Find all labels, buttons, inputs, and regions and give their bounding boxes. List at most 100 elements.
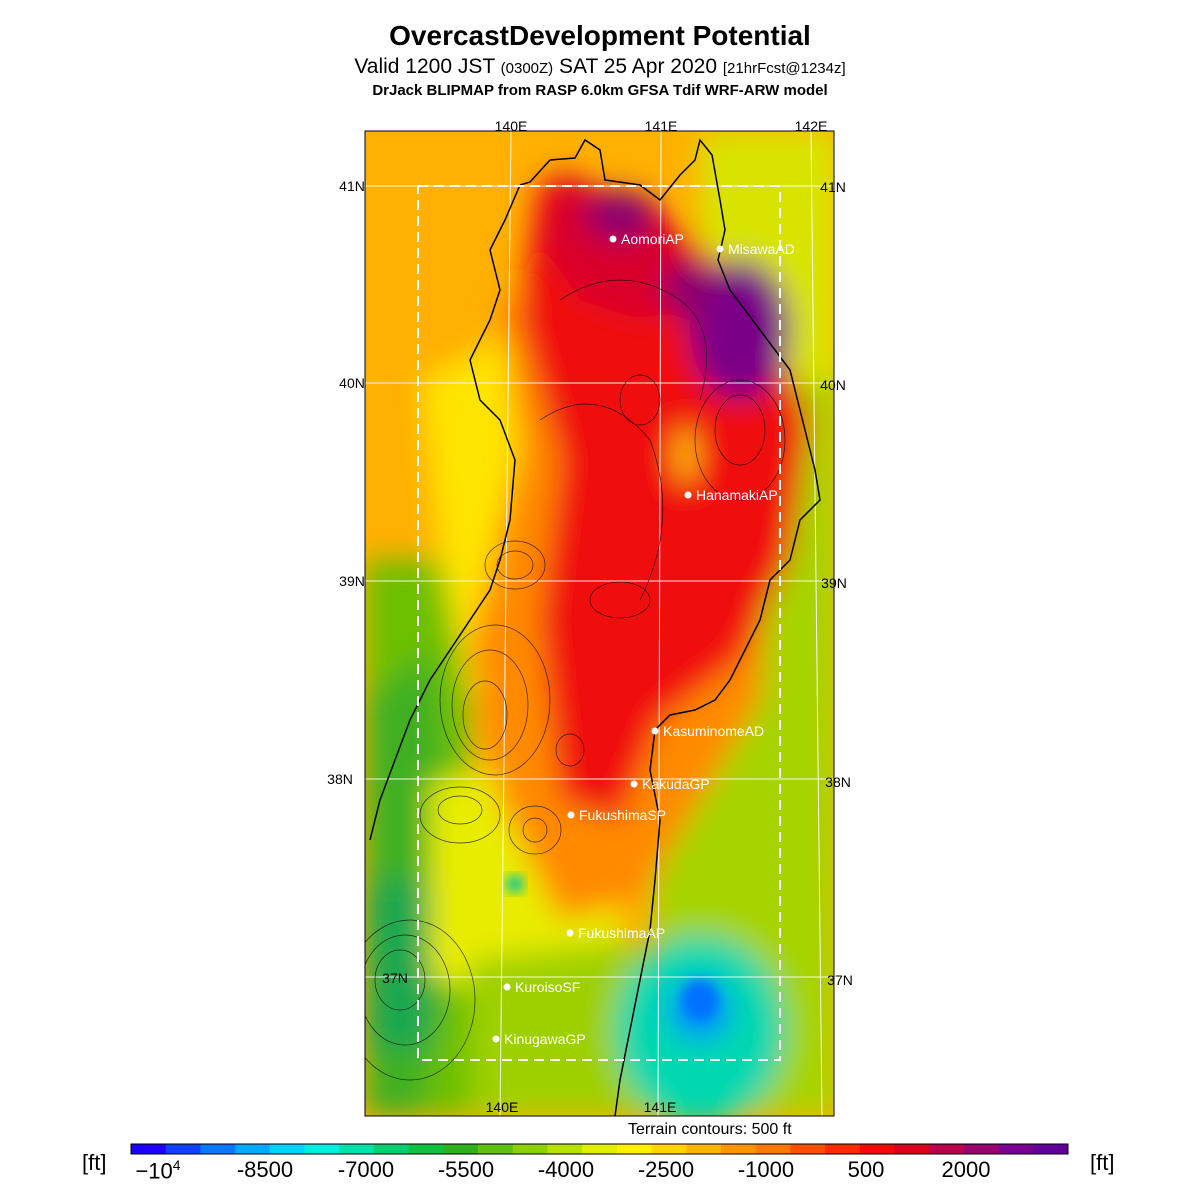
colorbar-swatch	[269, 1144, 306, 1154]
colorbar-swatch	[686, 1144, 722, 1154]
colorbar-tick-label: 500	[847, 1157, 885, 1182]
colorbar-swatch	[894, 1144, 930, 1154]
station-hanamaki: HanamakiAP	[684, 487, 778, 503]
colorbar-swatch	[616, 1144, 653, 1154]
lat-label: 40N	[820, 377, 846, 393]
colorbar-swatch	[547, 1144, 583, 1154]
station-label: KuroisoSF	[515, 979, 580, 995]
station-label: KasuminomeAD	[663, 723, 764, 739]
valid-zulu: (0300Z)	[500, 60, 554, 77]
chart-title: OvercastDevelopment Potential	[389, 20, 811, 51]
colorbar-tick-label: -4000	[537, 1157, 595, 1182]
lon-label: 142E	[795, 118, 828, 134]
colorbar-swatch	[373, 1144, 410, 1154]
station-label: FukushimaAP	[578, 925, 665, 941]
coastline	[369, 138, 821, 1116]
terrain-contours-note: Terrain contours: 500 ft	[628, 1121, 792, 1138]
colorbar-swatch	[998, 1144, 1034, 1154]
colorbar-swatch	[512, 1144, 548, 1154]
colorbar-tick-label: -1000	[737, 1157, 795, 1182]
colorbar-swatch	[339, 1144, 375, 1154]
colorbar-swatch	[131, 1144, 167, 1154]
colorbar-swatch	[165, 1144, 201, 1154]
station-label: KinugawaGP	[504, 1031, 586, 1047]
exponent: 4	[172, 1157, 181, 1173]
station-kinugawa: KinugawaGP	[492, 1031, 586, 1047]
lon-label: 140E	[495, 118, 528, 134]
colorbar-swatch	[963, 1144, 1000, 1154]
lat-label: 38N	[825, 774, 851, 790]
station-marker	[716, 245, 724, 253]
station-fukushima-ap: FukushimaAP	[566, 925, 665, 941]
lat-label: 40N	[339, 375, 365, 391]
station-label: MisawaAD	[728, 241, 795, 257]
lon-label: 140E	[486, 1099, 519, 1115]
colorbar-swatch	[408, 1144, 444, 1154]
lat-label: 37N	[827, 972, 853, 988]
model-source: DrJack BLIPMAP from RASP 6.0km GFSA Tdif…	[372, 82, 828, 99]
colorbar-tick-label: -7000	[337, 1157, 395, 1182]
station-marker	[503, 983, 511, 991]
lat-label: 37N	[382, 970, 408, 986]
station-marker	[609, 235, 617, 243]
colorbar-swatch	[755, 1144, 791, 1154]
station-aomori: AomoriAP	[609, 231, 684, 247]
colorbar-tick-label: -5500	[437, 1157, 495, 1182]
lat-lon-grid	[365, 130, 834, 1117]
terrain-contours	[365, 279, 786, 1081]
station-marker	[684, 491, 692, 499]
station-marker	[630, 780, 638, 788]
station-marker	[566, 929, 574, 937]
station-fukushima-sp: FukushimaSP	[567, 807, 666, 823]
station-marker	[651, 727, 659, 735]
valid-time-line: Valid 1200 JST (0300Z) SAT 25 Apr 2020 […	[0, 55, 1200, 79]
station-marker	[567, 811, 575, 819]
station-label: HanamakiAP	[696, 487, 778, 503]
colorbar-swatch	[443, 1144, 479, 1154]
valid-date: SAT 25 Apr 2020	[559, 55, 718, 78]
colorbar-tick-label: -2500	[637, 1157, 695, 1182]
colorbar-swatch	[478, 1144, 514, 1154]
colorbar-swatch	[304, 1144, 340, 1154]
colorbar-swatch	[929, 1144, 965, 1154]
colorbar-tick-label: 2000	[941, 1157, 991, 1182]
colorbar-swatch	[651, 1144, 687, 1154]
lat-label: 38N	[327, 771, 353, 787]
lat-label: 41N	[820, 179, 846, 195]
lon-label: 141E	[645, 118, 678, 134]
forecast-info: [21hrFcst@1234z]	[722, 60, 846, 77]
colorbar-swatch	[790, 1144, 826, 1154]
colorbar-swatch	[720, 1144, 757, 1154]
colorbar-tick-label: −104	[135, 1157, 181, 1184]
station-kakuda: KakudaGP	[630, 776, 710, 792]
station-kasuminome: KasuminomeAD	[651, 723, 764, 739]
colorbar	[130, 1143, 1069, 1155]
map-frame	[364, 130, 835, 1117]
station-label: AomoriAP	[621, 231, 684, 247]
valid-prefix: Valid 1200 JST	[354, 55, 495, 78]
colorbar-swatch	[1033, 1144, 1069, 1154]
station-misawa: MisawaAD	[716, 241, 795, 257]
color-field	[365, 131, 834, 1116]
colorbar-frame	[130, 1143, 1069, 1155]
colorbar-swatch	[859, 1144, 895, 1154]
colorbar-tick-label: -8500	[236, 1157, 294, 1182]
colorbar-swatch	[825, 1144, 861, 1154]
stations: AomoriAP MisawaAD HanamakiAP KasuminomeA…	[492, 231, 795, 1047]
colorbar-swatch	[235, 1144, 271, 1154]
colorbar-unit-right: [ft]	[1090, 1150, 1115, 1175]
colorbar-swatch	[582, 1144, 618, 1154]
station-label: FukushimaSP	[579, 807, 666, 823]
lat-label: 41N	[339, 178, 365, 194]
station-marker	[492, 1035, 500, 1043]
lat-label: 39N	[339, 573, 365, 589]
station-kuroiso: KuroisoSF	[503, 979, 580, 995]
domain-boundary	[417, 185, 781, 1061]
axis-labels: 140E 141E 142E 140E 141E 41N 40N 39N 38N…	[327, 118, 853, 1115]
station-label: KakudaGP	[642, 776, 710, 792]
lon-label: 141E	[644, 1099, 677, 1115]
lat-label: 39N	[821, 575, 847, 591]
colorbar-swatch	[200, 1144, 236, 1154]
colorbar-unit-left: [ft]	[82, 1150, 107, 1175]
